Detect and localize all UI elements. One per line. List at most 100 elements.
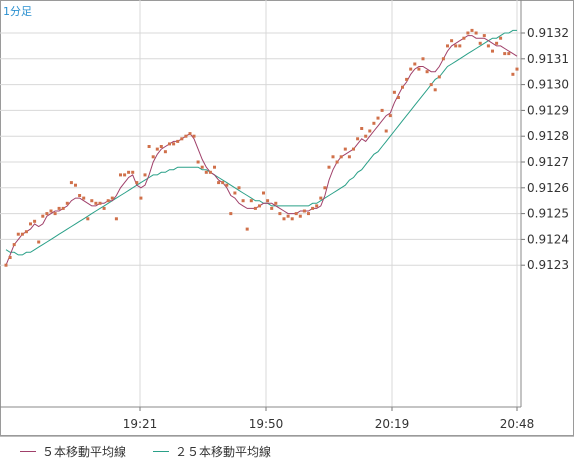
price-point: [413, 62, 417, 66]
y-tick-label: 0.9129: [527, 103, 569, 117]
price-point: [123, 173, 127, 177]
price-point: [401, 85, 404, 89]
price-point: [94, 201, 98, 205]
price-point: [37, 240, 41, 244]
price-point: [421, 57, 425, 61]
price-point: [86, 217, 90, 221]
legend: ５本移動平均線 ２５本移動平均線: [0, 436, 574, 463]
price-point: [139, 196, 143, 200]
price-point: [450, 39, 454, 43]
price-point: [102, 206, 106, 210]
price-point: [106, 199, 110, 203]
price-points: [4, 28, 519, 267]
price-point: [356, 137, 360, 141]
legend-swatch-ma5: [20, 451, 36, 452]
price-point: [237, 186, 241, 190]
price-point: [376, 116, 380, 120]
price-point: [249, 199, 253, 203]
price-point: [384, 129, 388, 133]
price-point: [323, 186, 327, 190]
price-point: [335, 160, 339, 164]
price-point: [20, 232, 24, 236]
axes: 0.9123 0.9124 0.9125 0.9126 0.9127 0.9128 0.91…: [0, 0, 569, 431]
price-point: [486, 44, 490, 48]
price-point: [368, 129, 372, 133]
price-point: [433, 88, 437, 92]
price-point: [151, 155, 155, 159]
price-point: [319, 196, 323, 200]
legend-label-ma5: ５本移動平均線: [42, 445, 127, 459]
price-point: [282, 217, 286, 221]
price-point: [270, 206, 274, 210]
price-point: [499, 36, 503, 40]
price-point: [245, 227, 249, 231]
price-point: [176, 139, 180, 143]
price-point: [131, 170, 135, 174]
price-point: [69, 181, 73, 185]
price-point: [364, 134, 368, 138]
legend-item-ma25: ２５本移動平均線: [153, 443, 272, 459]
price-point: [57, 206, 61, 210]
price-point: [196, 160, 200, 164]
legend-item-ma5: ５本移動平均線: [20, 443, 127, 459]
price-point: [221, 181, 225, 185]
x-tick-label: 20:48: [500, 417, 535, 431]
price-point: [307, 212, 310, 216]
price-point: [482, 34, 486, 38]
price-point: [515, 67, 519, 71]
price-point: [311, 206, 315, 210]
price-point: [180, 137, 184, 141]
price-point: [466, 31, 470, 35]
y-tick-label: 0.9126: [527, 181, 569, 195]
price-point: [110, 196, 114, 200]
price-point: [29, 222, 32, 226]
price-point: [4, 263, 8, 267]
y-tick-label: 0.9128: [527, 129, 569, 143]
price-point: [315, 204, 319, 208]
price-point: [74, 183, 77, 187]
x-tick-label: 19:50: [249, 417, 284, 431]
price-point: [217, 181, 221, 185]
price-point: [360, 127, 364, 130]
price-point: [266, 199, 270, 203]
price-point: [392, 90, 396, 94]
price-point: [294, 212, 298, 216]
price-point: [53, 212, 57, 216]
legend-label-ma25: ２５本移動平均線: [175, 445, 272, 459]
price-point: [163, 150, 167, 154]
price-point: [352, 147, 355, 151]
price-point: [16, 232, 20, 236]
price-point: [49, 209, 53, 213]
price-point: [405, 77, 409, 81]
price-point: [511, 72, 515, 76]
price-point: [114, 217, 118, 221]
price-point: [127, 170, 131, 174]
ma5-series: [5, 35, 518, 266]
price-point: [372, 121, 376, 125]
price-point: [462, 36, 466, 40]
price-point: [491, 49, 494, 53]
price-point: [200, 165, 204, 169]
price-point: [503, 52, 507, 56]
y-tick-label: 0.9123: [527, 258, 569, 272]
price-point: [327, 165, 331, 169]
price-point: [262, 191, 265, 195]
price-point: [278, 212, 282, 216]
price-point: [45, 212, 49, 216]
price-point: [298, 214, 302, 218]
price-point: [446, 44, 449, 48]
price-point: [417, 67, 421, 71]
price-point: [458, 44, 462, 48]
price-point: [90, 199, 94, 203]
price-point: [159, 145, 163, 148]
price-point: [343, 147, 347, 151]
price-point: [241, 199, 245, 203]
price-point: [507, 52, 511, 56]
price-point: [225, 183, 229, 187]
price-point: [147, 145, 151, 148]
period-label: 1分足: [3, 5, 32, 18]
price-point: [437, 75, 441, 79]
price-point: [168, 142, 171, 146]
price-point: [33, 219, 37, 223]
price-point: [229, 212, 233, 216]
